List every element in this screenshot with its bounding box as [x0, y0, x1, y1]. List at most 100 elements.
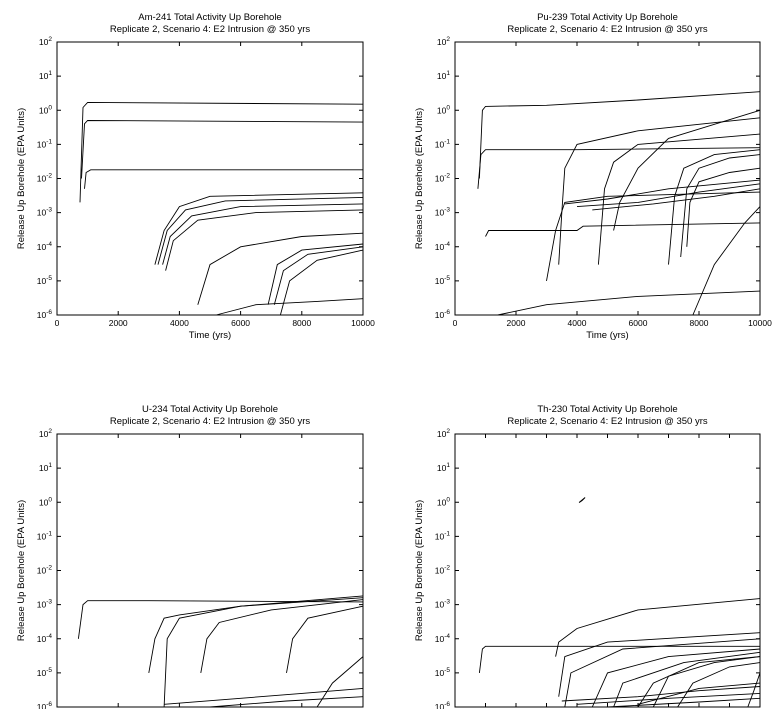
series-line-7	[613, 109, 761, 231]
x-tick-label: 0	[453, 318, 458, 328]
y-tick-label: 10-2	[435, 173, 451, 184]
series-line-13	[637, 682, 761, 705]
series-line-6	[316, 656, 364, 708]
y-tick-label: 10-1	[435, 138, 451, 149]
y-tick-label: 101	[437, 70, 450, 81]
series-line-7	[637, 656, 761, 708]
series-line-4	[200, 599, 364, 673]
y-axis-label: Release Up Borehole (EPA Units)	[16, 108, 27, 249]
y-tick-label: 102	[39, 428, 52, 439]
series-line-11	[564, 179, 761, 205]
y-tick-label: 10-3	[37, 599, 53, 610]
series-line-2	[477, 147, 761, 189]
y-tick-label: 100	[39, 104, 52, 115]
y-tick-label: 10-4	[435, 241, 451, 252]
series-line-15	[497, 290, 761, 316]
panel-2: Pu-239 Total Activity Up BoreholeReplica…	[414, 12, 772, 341]
annotation-marker-1	[578, 497, 586, 503]
series-line-10	[686, 167, 761, 247]
y-tick-label: 10-6	[37, 701, 53, 709]
series-line-10	[561, 686, 761, 702]
series-line-3	[84, 169, 363, 189]
chart-title: U-234 Total Activity Up Borehole	[142, 404, 278, 415]
series-line-5	[286, 605, 364, 673]
series-line-2	[555, 598, 761, 657]
x-tick-label: 2000	[109, 318, 128, 328]
series-line-8	[652, 656, 761, 708]
chart-subtitle: Replicate 2, Scenario 4: E2 Intrusion @ …	[110, 416, 311, 427]
x-axis-label: Time (yrs)	[586, 330, 628, 341]
series-line-3	[163, 597, 364, 708]
y-tick-label: 10-6	[435, 701, 451, 709]
y-tick-label: 10-4	[435, 633, 451, 644]
series-line-1	[478, 645, 760, 673]
y-tick-label: 102	[39, 36, 52, 47]
y-tick-label: 100	[437, 104, 450, 115]
y-tick-label: 10-1	[37, 138, 53, 149]
y-axis-label: Release Up Borehole (EPA Units)	[414, 108, 425, 249]
y-axis-label: Release Up Borehole (EPA Units)	[414, 500, 425, 641]
series-line-1	[79, 101, 364, 203]
series-line-6	[162, 203, 364, 265]
series-line-11	[576, 692, 761, 705]
series-line-9	[680, 154, 761, 258]
plot-frame	[56, 41, 364, 316]
y-tick-label: 10-6	[37, 309, 53, 320]
y-tick-label: 10-4	[37, 633, 53, 644]
x-tick-label: 6000	[629, 318, 648, 328]
series-line-2	[148, 595, 364, 673]
y-tick-label: 100	[39, 496, 52, 507]
x-tick-label: 10000	[748, 318, 772, 328]
x-tick-label: 2000	[507, 318, 526, 328]
y-tick-label: 101	[39, 70, 52, 81]
y-tick-label: 10-2	[37, 565, 53, 576]
panel-1: Am-241 Total Activity Up BoreholeReplica…	[16, 12, 375, 341]
y-tick-label: 10-5	[37, 275, 53, 286]
plot-frame	[454, 433, 761, 708]
chart-title: Am-241 Total Activity Up Borehole	[138, 12, 281, 23]
chart-subtitle: Replicate 2, Scenario 4: E2 Intrusion @ …	[507, 416, 708, 427]
series-line-8	[197, 232, 364, 305]
x-tick-label: 8000	[690, 318, 709, 328]
series-line-13	[592, 188, 761, 211]
series-line-14	[747, 672, 761, 708]
series-line-8	[668, 149, 761, 265]
chart-title: Pu-239 Total Activity Up Borehole	[537, 12, 678, 23]
y-tick-label: 101	[39, 462, 52, 473]
y-tick-label: 10-2	[435, 565, 451, 576]
series-line-5	[558, 117, 761, 265]
series-line-9	[267, 243, 364, 305]
chart-title: Th-230 Total Activity Up Borehole	[537, 404, 677, 415]
y-tick-label: 10-3	[435, 599, 451, 610]
plot-frame	[454, 41, 761, 316]
series-line-8	[209, 696, 364, 708]
series-line-4	[564, 638, 761, 708]
series-line-7	[165, 209, 364, 271]
series-line-2	[81, 120, 364, 179]
series-line-3	[485, 222, 761, 237]
y-tick-label: 100	[437, 496, 450, 507]
series-line-4	[154, 192, 364, 265]
series-line-9	[677, 662, 761, 708]
x-tick-label: 0	[55, 318, 60, 328]
series-line-12	[576, 183, 761, 208]
series-line-4	[546, 191, 761, 281]
x-axis-label: Time (yrs)	[189, 330, 231, 341]
x-tick-label: 10000	[351, 318, 375, 328]
y-tick-label: 10-1	[37, 530, 53, 541]
y-tick-label: 10-3	[37, 207, 53, 218]
series-line-14	[692, 206, 761, 316]
series-line-7	[164, 687, 364, 705]
x-tick-label: 6000	[231, 318, 250, 328]
series-line-12	[215, 298, 364, 316]
panel-4: Th-230 Total Activity Up BoreholeReplica…	[414, 404, 761, 709]
chart-subtitle: Replicate 2, Scenario 4: E2 Intrusion @ …	[110, 24, 311, 35]
series-line-1	[478, 91, 761, 179]
y-tick-label: 10-5	[435, 667, 451, 678]
y-tick-label: 101	[437, 462, 450, 473]
series-line-3	[558, 632, 761, 697]
y-tick-label: 10-6	[435, 309, 451, 320]
x-tick-label: 4000	[170, 318, 189, 328]
y-tick-label: 10-4	[37, 241, 53, 252]
